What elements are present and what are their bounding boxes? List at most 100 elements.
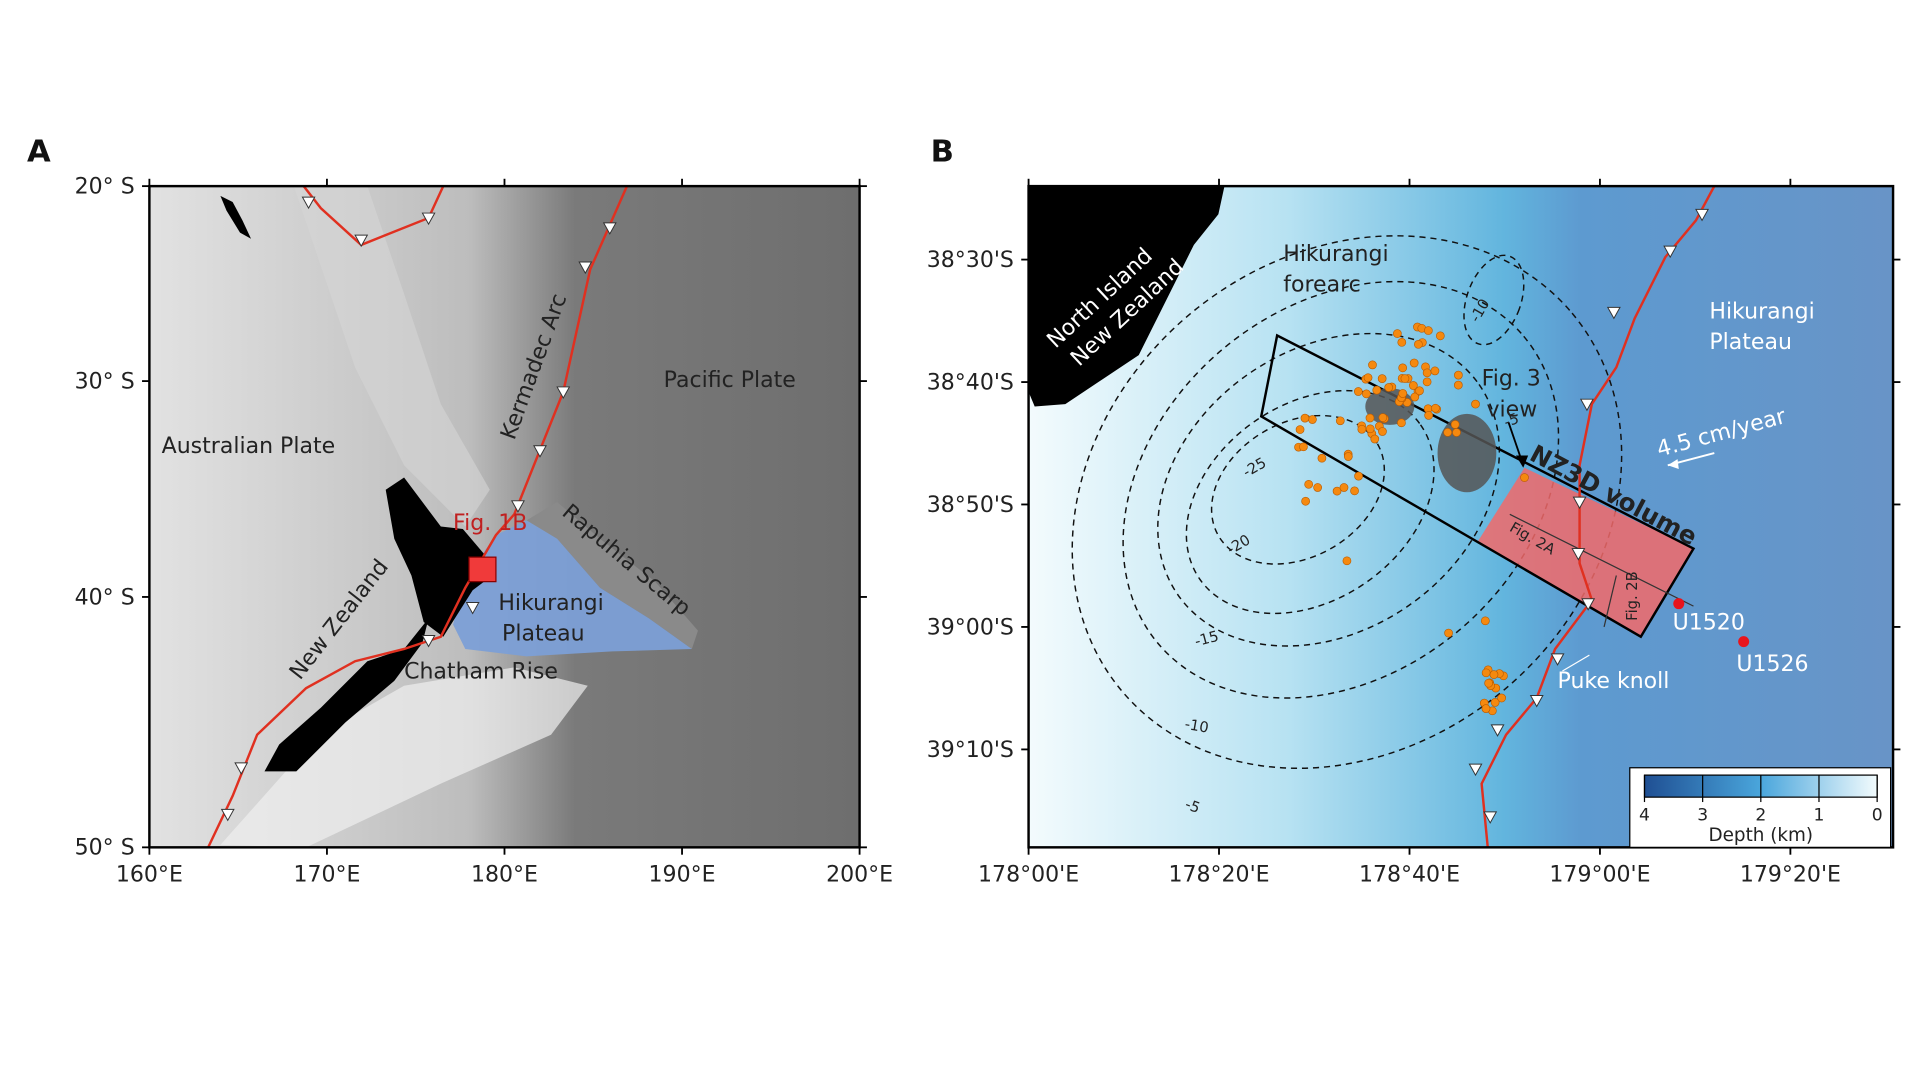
colorbar-tick-label: 2 [1755, 805, 1766, 825]
frame [1027, 184, 1895, 849]
earthquake [1363, 373, 1373, 383]
colorbar: Depth (km) 4 3 2 1 0 [1629, 767, 1892, 848]
subduction-tooth [1483, 811, 1498, 824]
y-tick-label: 30° S [75, 369, 135, 394]
colorbar-tick-label: 0 [1872, 805, 1883, 825]
earthquake [1484, 678, 1493, 688]
earthquake [1299, 442, 1308, 452]
site [1738, 636, 1750, 648]
earthquake [1343, 452, 1353, 461]
subduction-tooth [511, 500, 525, 513]
x-tick-label: 179°00'E [1549, 863, 1650, 888]
north-island [1028, 186, 1225, 407]
earthquake [1370, 434, 1380, 444]
annotation: Australian Plate [162, 434, 336, 459]
earthquake [1313, 483, 1323, 492]
subduction-tooth [533, 445, 547, 458]
earthquake [1317, 453, 1327, 463]
section-line [1509, 513, 1694, 607]
contour [1463, 254, 1525, 346]
annotation: Hikurangi [498, 591, 603, 616]
earthquake [1431, 403, 1440, 413]
subduction-tooth [220, 808, 235, 822]
earthquake [1301, 496, 1310, 506]
earthquake [1357, 424, 1367, 434]
annotation: U1520 [1673, 610, 1745, 635]
earthquake [1489, 670, 1499, 679]
earthquake [1400, 374, 1410, 383]
contour [1157, 332, 1501, 647]
annotation: Fig. 1B [453, 511, 527, 536]
earthquake [1397, 418, 1406, 428]
annotation: Fig. 3 [1482, 367, 1541, 392]
earthquake [1481, 668, 1491, 678]
earthquake [1453, 380, 1463, 390]
earthquake [1300, 413, 1310, 423]
subduction-tooth [578, 261, 593, 275]
subduction-tooth [234, 762, 249, 775]
hikurangi-plateau [453, 520, 692, 657]
trench-line [207, 186, 629, 848]
earthquake [1332, 486, 1342, 496]
earthquake [1415, 386, 1424, 396]
earthquake [1368, 360, 1377, 370]
earthquake [1481, 704, 1491, 713]
subduction-tooth [602, 222, 617, 235]
colorbar-tick-label: 1 [1814, 805, 1825, 825]
earthquake [1393, 329, 1402, 338]
earthquake [1452, 428, 1461, 437]
fig-3-box [1259, 333, 1696, 639]
annotation: Hikurangi [1283, 242, 1388, 267]
map-a [149, 186, 860, 848]
earthquake [1409, 381, 1418, 390]
subduction-tooth [1579, 398, 1594, 412]
earthquake [1362, 389, 1371, 399]
earthquake [1409, 358, 1419, 368]
x-tick-label: 180°E [471, 863, 538, 888]
earthquake [1410, 392, 1420, 402]
earthquake [1365, 424, 1375, 434]
panel-a: A Australian Plate Pacific Plate Kermade… [27, 135, 893, 888]
earthquake [1308, 415, 1317, 424]
earthquake [1471, 399, 1480, 409]
earthquake [1372, 385, 1382, 395]
earthquake [1414, 339, 1423, 349]
subduction-tooth [1581, 598, 1596, 611]
x-tick-label: 178°00'E [978, 863, 1079, 888]
x-tick-label: 178°40'E [1359, 863, 1460, 888]
subduction-tooth [556, 386, 571, 399]
earthquake [1398, 389, 1408, 398]
subduction-tooth [1695, 208, 1709, 222]
subduction-tooth [1571, 548, 1586, 561]
contour-label: -10 [1183, 716, 1210, 737]
earthquake [1339, 483, 1349, 492]
y-tick-label: 40° S [75, 585, 135, 610]
earthquake [1444, 628, 1453, 638]
earthquake [1454, 370, 1463, 380]
earthquake [1422, 368, 1432, 378]
y-tick-label: 38°40'S [927, 370, 1014, 395]
earthquake [1443, 428, 1453, 437]
y-tick-label: 50° S [75, 836, 135, 861]
earthquake [1497, 693, 1506, 703]
earthquake [1435, 331, 1445, 341]
y-tick-label: 38°30'S [927, 248, 1014, 273]
earthquake [1384, 383, 1394, 392]
colorbar-tick-label: 3 [1697, 805, 1708, 825]
site [1673, 598, 1685, 610]
contour-label: -15 [1193, 628, 1221, 651]
x-tick-label: 178°20'E [1168, 863, 1269, 888]
x-tick-label: 160°E [116, 863, 183, 888]
bathymetry [1028, 186, 1894, 848]
subduction-tooth [1529, 695, 1544, 708]
y-tick-label: 39°10'S [927, 738, 1014, 763]
earthquake [1353, 387, 1363, 396]
annotation: forearc [1283, 272, 1361, 297]
section-line [1603, 575, 1617, 628]
subduction-tooth [301, 196, 316, 210]
panel-label: A [27, 135, 51, 170]
seismicity [1294, 322, 1529, 716]
trench-line [1480, 186, 1716, 848]
annotation: Fig. 2B [1624, 571, 1641, 621]
